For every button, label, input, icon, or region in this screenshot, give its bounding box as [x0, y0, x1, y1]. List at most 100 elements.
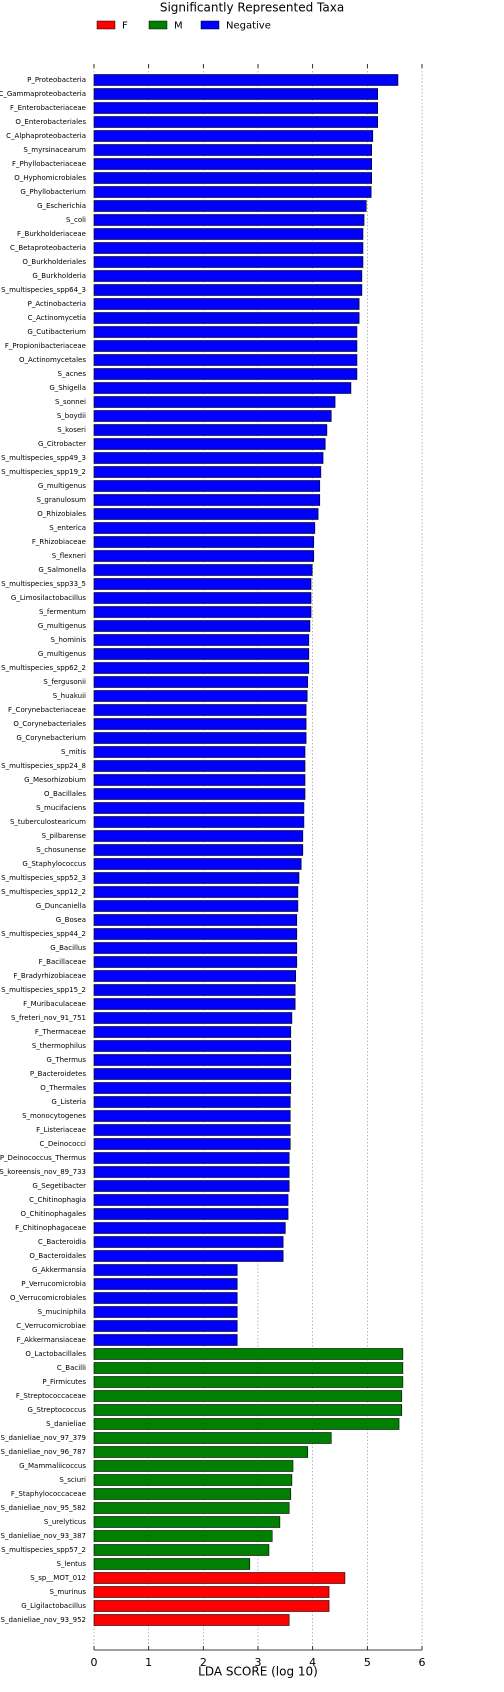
category-label: G_Burkholderia	[32, 272, 86, 280]
bar	[93, 788, 306, 800]
category-label: S_koseri	[57, 426, 86, 434]
bar	[93, 872, 300, 884]
category-label: S_danieliae_nov_95_582	[1, 1504, 86, 1512]
bar	[93, 424, 328, 436]
bar	[93, 102, 379, 114]
category-label: S_urelyticus	[44, 1518, 86, 1526]
bar	[93, 732, 307, 744]
bar	[93, 1180, 290, 1192]
category-label: G_Salmonella	[38, 566, 86, 574]
category-label: P_Proteobacteria	[27, 76, 86, 84]
bar	[93, 1558, 251, 1570]
bar	[93, 1138, 291, 1150]
bar	[93, 956, 298, 968]
bar	[93, 368, 358, 380]
bar	[93, 284, 363, 296]
category-label: S_multispecies_spp44_2	[1, 930, 86, 938]
category-label: F_Bacillaceae	[39, 958, 86, 966]
category-label: S_multispecies_spp64_3	[1, 286, 86, 294]
bar	[93, 1152, 290, 1164]
category-label: C_Bacilli	[57, 1364, 86, 1372]
category-label: S_tuberculostearicum	[10, 818, 86, 826]
category-label: S_freteri_nov_91_751	[11, 1014, 86, 1022]
category-label: C_Alphaproteobacteria	[6, 132, 86, 140]
category-label: S_mucifaciens	[36, 804, 86, 812]
bar	[93, 1320, 238, 1332]
category-label: F_Corynebacteriaceae	[8, 706, 86, 714]
bar	[93, 1544, 270, 1556]
category-label: S_lentus	[57, 1560, 87, 1568]
category-label: C_Betaproteobacteria	[10, 244, 86, 252]
bar	[93, 578, 312, 590]
category-label: S_fergusonii	[43, 678, 86, 686]
bar	[93, 900, 299, 912]
bar	[93, 1250, 284, 1262]
x-tick-label: 0	[91, 1656, 98, 1669]
bar	[93, 1264, 238, 1276]
bar	[93, 536, 315, 548]
category-label: S_danieliae_nov_96_787	[1, 1448, 86, 1456]
category-label: S_multispecies_spp12_2	[1, 888, 86, 896]
chart-title: Significantly Represented Taxa	[160, 1, 344, 15]
bar	[93, 970, 297, 982]
bar	[93, 494, 321, 506]
category-label: P_Deinococcus_Thermus	[0, 1154, 86, 1162]
x-tick-label: 2	[200, 1656, 207, 1669]
bar	[93, 200, 367, 212]
bar	[93, 1474, 293, 1486]
category-label: G_Listeria	[51, 1098, 86, 1106]
bar	[93, 550, 315, 562]
category-label: S_acnes	[58, 370, 87, 378]
bar	[93, 844, 304, 856]
bar	[93, 1362, 404, 1374]
bar	[93, 886, 299, 898]
category-label: O_Hyphomicrobiales	[14, 174, 86, 182]
category-label: F_Thermaceae	[35, 1028, 86, 1036]
category-label: P_Verrucomicrobia	[21, 1280, 86, 1288]
category-label: G_Akkermansia	[32, 1266, 86, 1274]
category-label: G_Duncaniella	[36, 902, 86, 910]
category-label: G_multigenus	[38, 482, 86, 490]
legend-swatch	[96, 20, 116, 30]
category-label: S_multispecies_spp15_2	[1, 986, 86, 994]
legend-label: F	[122, 21, 128, 32]
bar	[93, 214, 365, 226]
legend-swatch	[148, 20, 168, 30]
category-label: S_multispecies_spp49_3	[1, 454, 86, 462]
bar	[93, 354, 358, 366]
bar	[93, 270, 363, 282]
bar	[93, 858, 302, 870]
bar	[93, 998, 296, 1010]
category-label: C_Actinomycetia	[28, 314, 86, 322]
bar	[93, 1292, 238, 1304]
bar	[93, 1236, 284, 1248]
category-label: G_Staphylococcus	[22, 860, 86, 868]
category-label: S_myrsinacearum	[23, 146, 86, 154]
category-label: F_Phyllobacteriaceae	[12, 160, 86, 168]
category-label: S_hominis	[51, 636, 87, 644]
bar	[93, 830, 304, 842]
category-label: O_Bacteroidales	[29, 1252, 86, 1260]
category-label: S_danieliae	[46, 1420, 86, 1428]
bar	[93, 1306, 238, 1318]
category-label: O_Rhizobiales	[37, 510, 86, 518]
bar	[93, 1586, 330, 1598]
category-label: G_Ligilactobacillus	[21, 1602, 86, 1610]
bar	[93, 746, 306, 758]
legend-label: Negative	[226, 21, 271, 32]
bar	[93, 1012, 293, 1024]
category-label: P_Firmicutes	[42, 1378, 86, 1386]
category-label: O_Enterobacteriales	[15, 118, 86, 126]
category-label: S_monocytogenes	[22, 1112, 86, 1120]
category-label: S_pilbarense	[42, 832, 86, 840]
category-label: O_Actinomycetales	[19, 356, 86, 364]
bar	[93, 522, 316, 534]
category-label: S_fermentum	[39, 608, 86, 616]
category-label: G_Cutibacterium	[27, 328, 86, 336]
category-label: O_Burkholderiales	[22, 258, 86, 266]
bar	[93, 1166, 290, 1178]
bar	[93, 452, 324, 464]
category-label: S_mitis	[61, 748, 86, 756]
bar	[93, 914, 298, 926]
